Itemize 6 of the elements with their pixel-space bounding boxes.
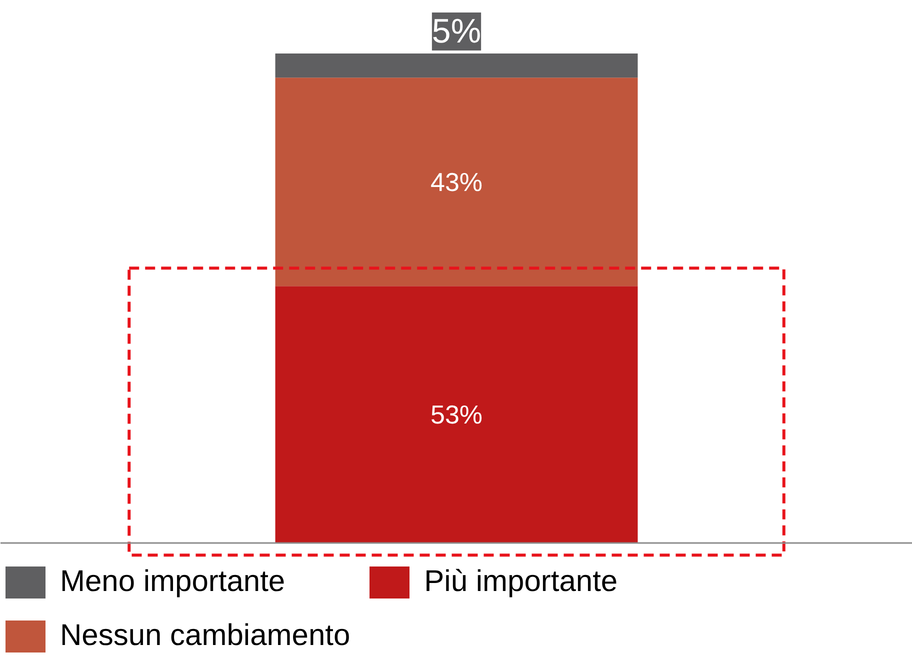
legend-label: Più importante <box>424 564 618 600</box>
data-label: 53% <box>430 400 483 430</box>
legend-label: Meno importante <box>60 564 286 600</box>
data-label: 5% <box>432 12 482 50</box>
data-label: 43% <box>430 166 483 197</box>
legend-label: Nessun cambiamento <box>60 618 350 654</box>
